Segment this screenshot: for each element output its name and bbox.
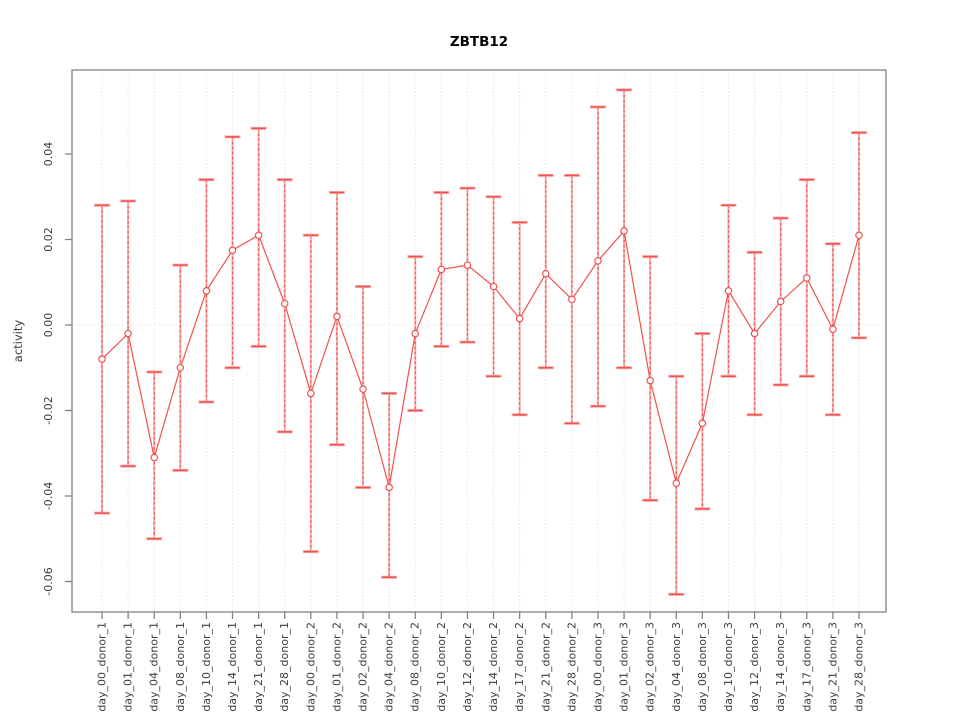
data-point-marker bbox=[541, 269, 550, 278]
x-tick-label: day_21_donor_3 bbox=[826, 622, 839, 712]
data-point-marker bbox=[437, 265, 446, 274]
x-tick-label: day_00_donor_1 bbox=[96, 622, 109, 712]
x-tick-label: day_21_donor_1 bbox=[252, 622, 265, 712]
data-point-marker bbox=[724, 286, 733, 295]
x-tick-label: day_21_donor_2 bbox=[539, 622, 552, 712]
x-tick-label: day_28_donor_1 bbox=[278, 622, 291, 712]
x-tick-label: day_12_donor_3 bbox=[748, 622, 761, 712]
x-tick-label: day_00_donor_2 bbox=[304, 622, 317, 712]
data-point-marker bbox=[620, 227, 628, 235]
x-tick-label: day_10_donor_3 bbox=[722, 622, 735, 712]
x-tick-label: day_01_donor_1 bbox=[122, 622, 135, 712]
data-point-marker bbox=[98, 355, 106, 364]
x-tick-label: day_14_donor_1 bbox=[226, 622, 239, 712]
series-line bbox=[101, 229, 860, 488]
data-point-marker bbox=[776, 297, 785, 306]
y-axis-label: activity bbox=[11, 320, 25, 363]
x-tick-label: day_04_donor_2 bbox=[383, 622, 396, 712]
chart-title: ZBTB12 bbox=[450, 34, 508, 50]
data-point-marker bbox=[489, 282, 498, 291]
data-point-marker bbox=[646, 376, 654, 385]
x-tick-label: day_08_donor_1 bbox=[174, 622, 187, 712]
x-tick-label: day_10_donor_1 bbox=[200, 622, 213, 712]
data-point-marker bbox=[333, 312, 341, 321]
data-point-marker bbox=[802, 274, 811, 282]
x-tick-label: day_28_donor_3 bbox=[853, 622, 866, 712]
data-point-marker bbox=[254, 231, 263, 240]
x-tick-label: day_02_donor_2 bbox=[357, 622, 370, 712]
data-point-marker bbox=[124, 329, 132, 338]
data-point-marker bbox=[594, 257, 602, 265]
x-tick-label: day_17_donor_3 bbox=[800, 622, 813, 712]
data-point-marker bbox=[672, 479, 681, 487]
x-tick-label: day_17_donor_2 bbox=[513, 622, 526, 712]
x-tick-label: day_01_donor_2 bbox=[330, 622, 343, 712]
plot-border bbox=[71, 69, 887, 613]
x-tick-label: day_04_donor_3 bbox=[670, 622, 683, 712]
data-point-marker bbox=[150, 453, 159, 462]
x-tick-label: day_12_donor_2 bbox=[461, 622, 474, 712]
y-tick-label: 0.02 bbox=[42, 227, 55, 252]
data-point-marker bbox=[698, 419, 707, 428]
data-point-marker bbox=[463, 261, 472, 269]
y-tick-label: -0.06 bbox=[42, 567, 55, 595]
y-tick-label: -0.04 bbox=[42, 482, 55, 510]
x-tick-label: day_28_donor_2 bbox=[565, 622, 578, 712]
x-tick-label: day_10_donor_2 bbox=[435, 622, 448, 712]
data-point-marker bbox=[855, 231, 863, 240]
data-point-marker bbox=[228, 246, 237, 254]
x-tick-label: day_08_donor_3 bbox=[696, 622, 709, 712]
data-point-marker bbox=[750, 329, 759, 338]
data-point-marker bbox=[359, 385, 367, 393]
x-tick-label: day_04_donor_1 bbox=[148, 622, 161, 712]
x-tick-label: day_14_donor_2 bbox=[487, 622, 500, 712]
data-point-marker bbox=[202, 286, 211, 295]
x-tick-label: day_08_donor_2 bbox=[409, 622, 422, 712]
data-point-marker bbox=[307, 389, 315, 398]
data-point-marker bbox=[176, 363, 185, 372]
data-point-marker bbox=[385, 483, 393, 492]
y-tick-label: 0.00 bbox=[42, 313, 55, 338]
x-tick-label: day_02_donor_3 bbox=[644, 622, 657, 712]
x-tick-label: day_00_donor_3 bbox=[591, 622, 604, 712]
data-point-marker bbox=[829, 325, 837, 334]
data-point-marker bbox=[411, 329, 420, 338]
data-point-marker bbox=[515, 314, 524, 323]
data-point-marker bbox=[280, 299, 289, 308]
y-tick-label: -0.02 bbox=[42, 396, 55, 424]
x-tick-label: day_14_donor_3 bbox=[774, 622, 787, 712]
y-tick-label: 0.04 bbox=[42, 142, 55, 167]
x-tick-label: day_01_donor_3 bbox=[618, 622, 631, 712]
data-point-marker bbox=[568, 295, 576, 304]
